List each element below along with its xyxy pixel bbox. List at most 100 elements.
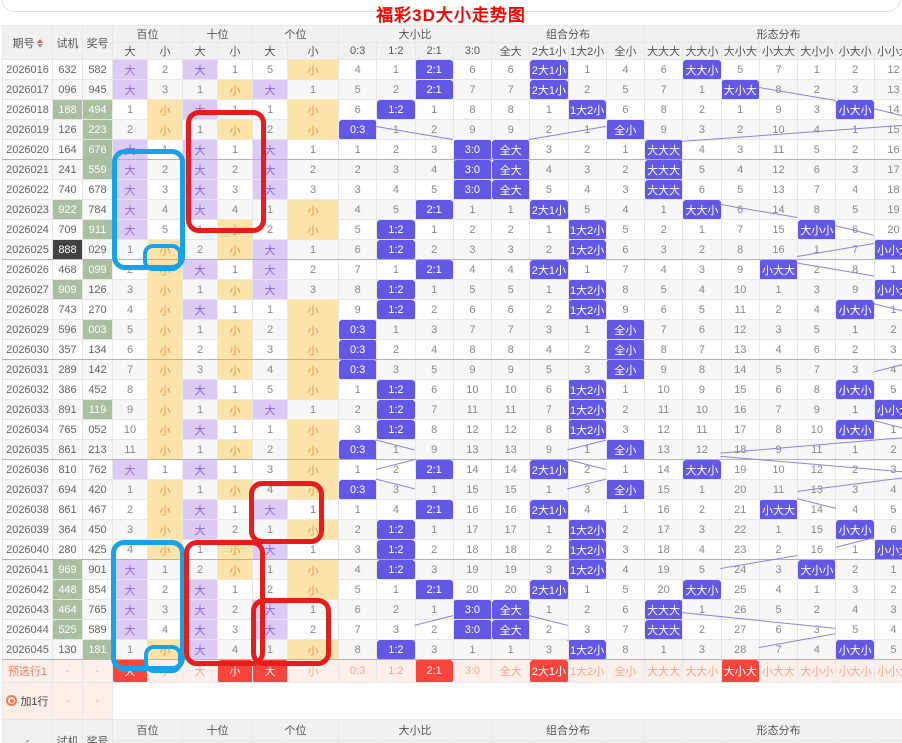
digit-small-cell: 小 bbox=[287, 339, 339, 360]
ratio-cell: 8 bbox=[337, 639, 378, 660]
combo-cell: 2大1小 bbox=[529, 259, 569, 280]
test-column-header: 试机 bbox=[52, 719, 83, 743]
digit-big-cell: 4 bbox=[252, 479, 288, 500]
combo-cell: 5 bbox=[605, 79, 646, 100]
form-cell: 大大大 bbox=[643, 599, 684, 620]
preselect-option-cell[interactable]: 全大 bbox=[490, 659, 531, 683]
ratio-cell: 1:2 bbox=[376, 99, 416, 120]
group-header-4: 组合分布 bbox=[491, 25, 645, 43]
ratio-cell: 9 bbox=[337, 299, 378, 320]
preselect-option-cell[interactable]: 2:1 bbox=[414, 659, 454, 683]
form-cell: 16 bbox=[758, 239, 799, 260]
form-cell: 1 bbox=[758, 279, 799, 300]
ratio-cell: 8 bbox=[414, 419, 454, 440]
digit-big-cell: 1 bbox=[182, 219, 218, 240]
digit-big-cell: 2 bbox=[112, 499, 148, 520]
period-cell: 2026020 bbox=[2, 139, 53, 160]
form-cell: 大小大 bbox=[720, 79, 760, 100]
form-cell: 大大大 bbox=[643, 159, 684, 180]
form-cell: 小大小 bbox=[835, 299, 875, 320]
period-cell: 2026044 bbox=[2, 619, 53, 640]
combo-cell: 5 bbox=[605, 219, 646, 240]
form-cell: 12 bbox=[643, 419, 684, 440]
form-cell: 2 bbox=[720, 119, 760, 140]
ratio-cell: 2:1 bbox=[414, 199, 454, 220]
ratio-cell: 6 bbox=[337, 599, 378, 620]
test-number-cell: 709 bbox=[52, 219, 83, 240]
form-cell: 4 bbox=[873, 619, 902, 640]
sort-icon[interactable] bbox=[36, 39, 43, 49]
table-row: 2026038 861 467 2 小大 1 大 1 1 4 2:1 16 16 2大1小 4 1 16 2 21 小… bbox=[2, 499, 902, 520]
digit-big-cell: 大 bbox=[112, 559, 148, 580]
form-cell: 9 bbox=[835, 279, 875, 300]
combo-cell: 19 bbox=[490, 559, 531, 580]
preselect-option-cell[interactable]: 2大1小 bbox=[529, 659, 569, 683]
add-row: 加1行 - - bbox=[2, 682, 902, 720]
form-cell: 3 bbox=[758, 319, 799, 340]
preselect-option-cell[interactable]: 小小大 bbox=[873, 659, 902, 683]
radio-bullet-icon bbox=[6, 695, 18, 706]
preselect-option-cell[interactable]: 大大大 bbox=[643, 659, 684, 683]
preselect-option-cell[interactable]: 小大小 bbox=[835, 659, 875, 683]
group-header-3: 大小比 bbox=[338, 25, 492, 43]
add-row-button[interactable]: 加1行 bbox=[2, 682, 53, 720]
digit-small-cell: 小 bbox=[217, 279, 253, 300]
table-row: 2026030 357 134 6 小 2 小 3 小 0:3 2 4 8 8 4 2 全小 8 7 13 4 6 2 3 bbox=[2, 339, 902, 360]
form-cell: 16 bbox=[643, 499, 684, 520]
digit-small-cell: 小 bbox=[217, 439, 253, 460]
ratio-cell: 3 bbox=[414, 139, 454, 160]
preselect-option-cell[interactable]: 大小小 bbox=[797, 659, 837, 683]
preselect-option-cell[interactable]: 1大2小 bbox=[567, 659, 607, 683]
add-row-label: 加1行 bbox=[20, 696, 49, 708]
ratio-cell: 1:2 bbox=[376, 399, 416, 420]
digit-big-cell: 9 bbox=[112, 399, 148, 420]
table-row: 2026039 364 450 3 小大 2 1 小 2 1:2 1 17 17 1 1大2小 2 17 3 22 1… bbox=[2, 519, 902, 540]
preselect-big-cell[interactable]: 大 bbox=[252, 659, 288, 683]
ratio-cell: 3 bbox=[376, 359, 416, 380]
preselect-option-cell[interactable]: 1:2 bbox=[376, 659, 416, 683]
combo-cell: 全小 bbox=[605, 359, 646, 380]
combo-cell: 1大2小 bbox=[567, 379, 607, 400]
preselect-option-cell[interactable]: 小大大 bbox=[758, 659, 799, 683]
preselect-option-cell[interactable]: 全小 bbox=[605, 659, 646, 683]
form-cell: 14 bbox=[797, 499, 837, 520]
ratio-cell: 3 bbox=[376, 479, 416, 500]
form-cell: 24 bbox=[720, 559, 760, 580]
form-cell: 5 bbox=[682, 159, 722, 180]
form-cell: 5 bbox=[873, 499, 902, 520]
form-cell: 5 bbox=[835, 619, 875, 640]
preselect-option-cell[interactable]: 3:0 bbox=[452, 659, 493, 683]
preselect-big-cell[interactable]: 大 bbox=[112, 659, 148, 683]
form-cell: 3 bbox=[873, 459, 902, 480]
combo-cell: 2 bbox=[605, 159, 646, 180]
table-row: 2026036 810 762 大 1 大 1 3 小 1 2 2:1 14 14 2大1小 2 1 14 大大小 1… bbox=[2, 459, 902, 480]
test-number-cell: 164 bbox=[52, 139, 83, 160]
digit-big-cell: 大 bbox=[112, 199, 148, 220]
preselect-small-cell[interactable]: 小 bbox=[287, 659, 339, 683]
combo-cell: 1 bbox=[567, 439, 607, 460]
preselect-option-cell[interactable]: 0:3 bbox=[337, 659, 378, 683]
preselect-option-cell[interactable]: 大大小 bbox=[682, 659, 722, 683]
ratio-cell: 15 bbox=[452, 479, 493, 500]
preselect-option-cell[interactable]: 大小大 bbox=[720, 659, 760, 683]
digit-small-cell: 小 bbox=[287, 439, 339, 460]
prize-number-cell: 589 bbox=[82, 619, 113, 640]
digit-big-cell: 3 bbox=[252, 339, 288, 360]
digit-small-cell: 1 bbox=[147, 139, 183, 160]
preselect-small-cell[interactable]: 小 bbox=[147, 659, 183, 683]
form-cell: 9 bbox=[758, 99, 799, 120]
preselect-big-cell[interactable]: 大 bbox=[182, 659, 218, 683]
test-number-cell: 740 bbox=[52, 179, 83, 200]
ratio-cell: 4 bbox=[337, 199, 378, 220]
ratio-cell: 14 bbox=[452, 459, 493, 480]
group-header-1: 十位 bbox=[182, 719, 253, 741]
form-cell: 6 bbox=[797, 339, 837, 360]
digit-big-cell: 大 bbox=[182, 379, 218, 400]
digit-small-cell: 4 bbox=[217, 639, 253, 660]
form-cell: 7 bbox=[643, 79, 684, 100]
combo-cell: 1 bbox=[529, 599, 569, 620]
ratio-cell: 2:1 bbox=[414, 499, 454, 520]
form-cell: 5 bbox=[797, 319, 837, 340]
period-column-header[interactable]: 期号 bbox=[2, 25, 53, 60]
preselect-small-cell[interactable]: 小 bbox=[217, 659, 253, 683]
